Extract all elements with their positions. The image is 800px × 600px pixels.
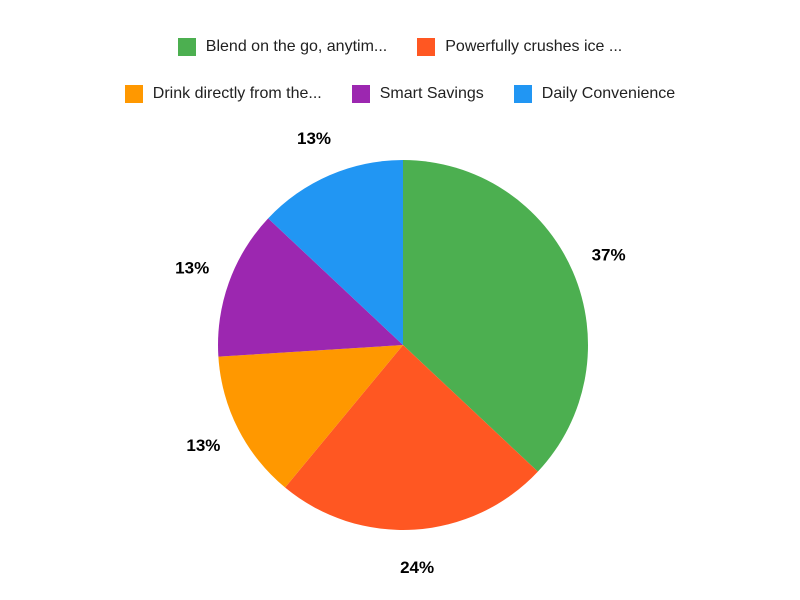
- slice-percentage-label: 13%: [175, 259, 209, 278]
- slice-percentage-label: 24%: [400, 558, 434, 577]
- legend-label: Blend on the go, anytim...: [205, 38, 388, 55]
- legend-swatch-icon: [351, 85, 370, 103]
- pie-slice-0: [403, 160, 588, 472]
- pie-slice-3: [218, 218, 403, 357]
- pie-slice-4: [268, 160, 403, 345]
- legend-row: Drink directly from the... Smart Savings D…: [0, 85, 800, 103]
- slice-percentage-label: 13%: [186, 436, 220, 455]
- legend-item-2: Drink directly from the...: [124, 85, 322, 103]
- legend-item-3: Smart Savings: [351, 85, 484, 103]
- pie-slice-1: [285, 345, 538, 530]
- chart-legend: Blend on the go, anytim... Powerfully cru…: [0, 38, 800, 103]
- legend-item-1: Powerfully crushes ice ...: [417, 38, 622, 56]
- legend-item-4: Daily Convenience: [513, 85, 676, 103]
- slice-percentage-label: 13%: [297, 129, 331, 148]
- legend-swatch-icon: [177, 38, 196, 56]
- legend-item-0: Blend on the go, anytim...: [177, 38, 388, 56]
- slice-percentage-label: 37%: [592, 245, 626, 264]
- legend-label: Daily Convenience: [541, 85, 676, 102]
- legend-label: Smart Savings: [379, 85, 484, 102]
- legend-label: Drink directly from the...: [152, 85, 322, 102]
- legend-swatch-icon: [417, 38, 436, 56]
- legend-swatch-icon: [513, 85, 532, 103]
- legend-label: Powerfully crushes ice ...: [445, 38, 623, 55]
- legend-swatch-icon: [124, 85, 143, 103]
- pie-slice-2: [218, 345, 403, 488]
- legend-row: Blend on the go, anytim... Powerfully cru…: [0, 38, 800, 56]
